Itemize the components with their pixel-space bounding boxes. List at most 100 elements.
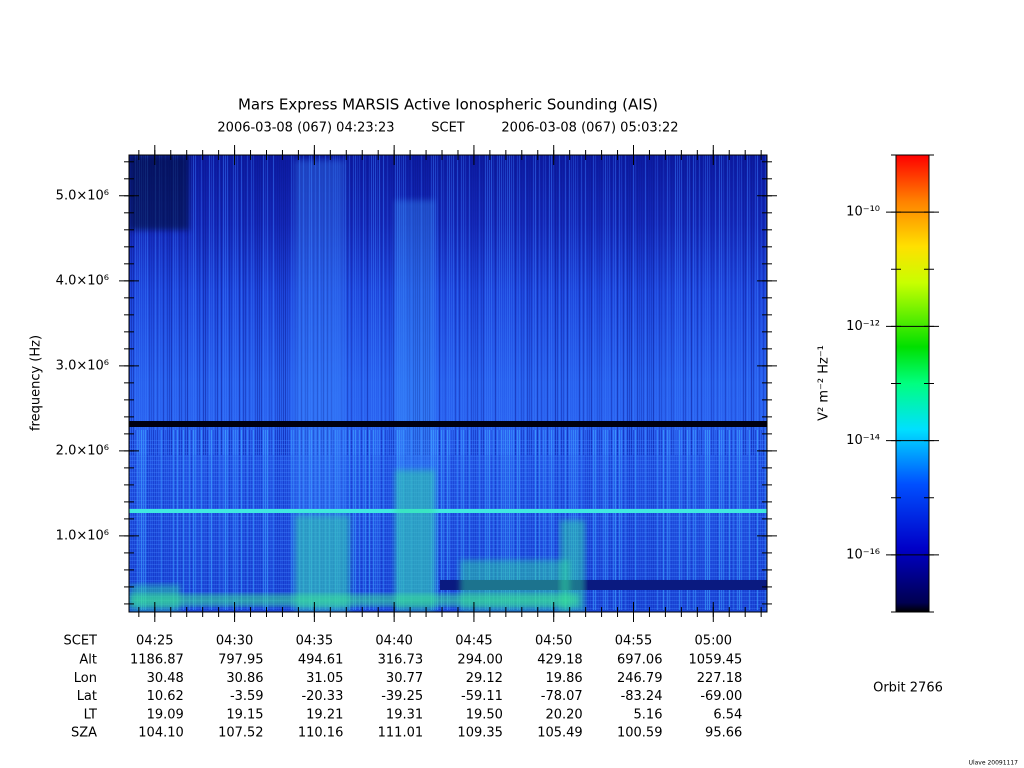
texture-stripe — [741, 155, 742, 455]
texture-stripe — [503, 430, 504, 610]
texture-stripe — [521, 155, 522, 455]
texture-stripe — [437, 430, 438, 610]
texture-stripe — [393, 430, 394, 610]
texture-stripe — [231, 430, 232, 610]
texture-stripe — [257, 155, 258, 455]
texture-stripe — [229, 430, 230, 610]
texture-stripe — [387, 155, 388, 455]
texture-stripe — [705, 430, 706, 610]
texture-stripe — [501, 430, 502, 610]
texture-stripe — [465, 430, 466, 610]
texture-stripe — [703, 430, 704, 610]
texture-stripe — [363, 155, 364, 455]
texture-stripe — [269, 430, 270, 610]
texture-stripe — [541, 155, 542, 455]
texture-stripe — [141, 430, 142, 610]
ephemeris-value: 227.18 — [697, 671, 743, 686]
texture-band — [129, 444, 767, 445]
texture-stripe — [191, 430, 192, 610]
texture-stripe — [381, 430, 382, 610]
texture-stripe — [701, 430, 702, 610]
texture-stripe — [359, 430, 360, 610]
texture-band — [129, 544, 767, 545]
texture-stripe — [715, 430, 716, 610]
texture-stripe — [439, 155, 440, 455]
texture-stripe — [633, 155, 634, 455]
texture-band — [129, 548, 767, 549]
texture-stripe — [727, 430, 728, 610]
texture-dark-band — [440, 580, 767, 590]
texture-stripe — [601, 155, 602, 455]
x-tick-label: 04:40 — [375, 634, 412, 649]
texture-stripe — [729, 430, 730, 610]
texture-band — [129, 552, 767, 553]
texture-stripe — [237, 430, 238, 610]
texture-band — [129, 520, 767, 521]
texture-band — [129, 572, 767, 573]
texture-stripe — [495, 430, 496, 610]
texture-band — [129, 440, 767, 441]
texture-stripe — [647, 155, 648, 455]
ephemeris-value: 19.15 — [226, 707, 263, 722]
texture-stripe — [365, 155, 366, 455]
texture-stripe — [705, 155, 706, 455]
texture-stripe — [655, 430, 656, 610]
texture-stripe — [645, 430, 646, 610]
texture-stripe — [693, 430, 694, 610]
texture-stripe — [461, 430, 462, 610]
ephemeris-value: 111.01 — [378, 726, 424, 741]
ephemeris-value: 100.59 — [617, 726, 663, 741]
texture-stripe — [749, 155, 750, 455]
texture-stripe — [259, 155, 260, 455]
texture-stripe — [147, 155, 148, 455]
ephemeris-value: -69.00 — [700, 689, 742, 704]
texture-stripe — [693, 155, 694, 455]
texture-band — [129, 484, 767, 485]
texture-stripe — [721, 155, 722, 455]
texture-stripe — [475, 430, 476, 610]
texture-stripe — [585, 155, 586, 455]
title: Mars Express MARSIS Active Ionospheric S… — [238, 96, 658, 114]
texture-stripe — [721, 430, 722, 610]
texture-stripe — [665, 155, 666, 455]
texture-stripe — [699, 430, 700, 610]
texture-band — [129, 568, 767, 569]
x-tick-label: 04:50 — [535, 634, 572, 649]
texture-stripe — [715, 155, 716, 455]
texture-stripe — [131, 430, 132, 610]
texture-stripe — [497, 430, 498, 610]
texture-stripe — [577, 155, 578, 455]
texture-band — [129, 556, 767, 557]
texture-stripe — [555, 430, 556, 610]
texture-stripe — [453, 430, 454, 610]
texture-stripe — [625, 430, 626, 610]
texture-stripe — [133, 430, 134, 610]
texture-stripe — [201, 155, 202, 455]
spectrogram — [129, 155, 767, 612]
texture-stripe — [595, 430, 596, 610]
texture-stripe — [255, 430, 256, 610]
texture-stripe — [597, 155, 598, 455]
texture-band — [129, 456, 767, 457]
texture-stripe — [379, 155, 380, 455]
texture-band — [129, 496, 767, 497]
texture-stripe — [165, 155, 166, 455]
texture-stripe — [283, 155, 284, 455]
texture-band — [129, 592, 767, 593]
texture-stripe — [281, 155, 282, 455]
texture-stripe — [471, 155, 472, 455]
texture-stripe — [719, 155, 720, 455]
texture-stripe — [699, 155, 700, 455]
texture-stripe — [493, 430, 494, 610]
texture-stripe — [441, 155, 442, 455]
texture-stripe — [201, 430, 202, 610]
texture-stripe — [519, 430, 520, 610]
texture-stripe — [367, 430, 368, 610]
ephemeris-value: 29.12 — [466, 671, 503, 686]
texture-stripe — [499, 430, 500, 610]
texture-stripe — [459, 155, 460, 455]
texture-stripe — [137, 430, 138, 610]
texture-stripe — [653, 155, 654, 455]
texture-stripe — [641, 155, 642, 455]
texture-stripe — [677, 430, 678, 610]
